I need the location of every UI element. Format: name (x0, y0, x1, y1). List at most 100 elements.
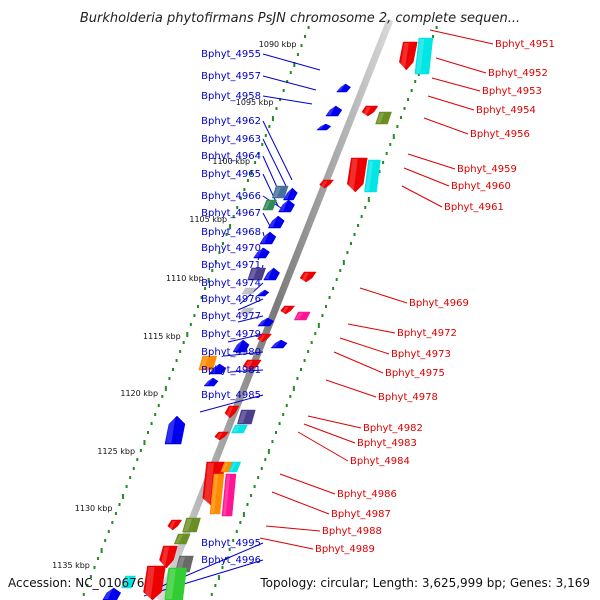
gene-feature-shade (229, 463, 236, 471)
gene-label-left: Bphyt_4980 (201, 347, 261, 358)
gene-label-left: Bphyt_4963 (201, 134, 261, 145)
tick-dot (228, 548, 231, 551)
gene-feature (182, 517, 201, 533)
tick-dot (399, 116, 402, 119)
gene-feature-shade (301, 273, 309, 281)
tick-dot (435, 26, 438, 29)
tick-dot (342, 260, 345, 265)
gene-feature (361, 105, 379, 117)
tick-label: 1135 kbp (52, 561, 90, 570)
gene-feature-shade (175, 535, 183, 543)
tick-dot (122, 494, 125, 499)
leader-line (429, 29, 494, 45)
gene-feature (143, 565, 166, 600)
tick-dot (264, 458, 267, 461)
leader-line (431, 77, 481, 92)
gene-feature-shade (264, 269, 273, 279)
tick-label: 1095 kbp (236, 98, 274, 107)
tick-dot (296, 53, 299, 56)
gene-feature (159, 545, 178, 569)
tick-dot (261, 143, 264, 146)
gene-label-right: Bphyt_4989 (315, 544, 375, 555)
tick-dot (307, 350, 310, 353)
leader-line (403, 167, 450, 187)
leader-line (262, 95, 313, 105)
leader-line (237, 298, 264, 311)
gene-feature (267, 215, 285, 229)
gene-feature (299, 271, 317, 283)
gene-feature (259, 231, 277, 245)
map-title: Burkholderia phytofirmans PsJN chromosom… (80, 11, 520, 26)
tick-dot (367, 197, 370, 202)
gene-feature-shade (103, 589, 113, 599)
gene-label-right: Bphyt_4988 (322, 526, 382, 537)
gene-feature-shade (199, 357, 209, 369)
tick-dot (349, 242, 352, 245)
gene-feature (102, 587, 122, 600)
gene-label-left: Bphyt_4964 (201, 151, 261, 162)
gene-feature-shade (183, 519, 193, 531)
tick-dot (257, 476, 260, 479)
gene-feature (347, 157, 368, 193)
tick-dot (289, 71, 292, 74)
tick-dot (382, 161, 385, 164)
gene-label-left: Bphyt_4985 (201, 390, 261, 401)
tick-dot (282, 89, 285, 92)
gene-feature (228, 461, 242, 473)
gene-feature-shade (415, 39, 425, 73)
tick-dot (360, 215, 363, 218)
gene-label-right: Bphyt_4953 (482, 86, 542, 97)
tick-dot (132, 467, 135, 470)
leader-line (262, 212, 271, 227)
tick-labels: 1090 kbp 1095 kbp 1100 kbp 1105 kbp 1110 kbp… (52, 40, 296, 570)
tick-dot (285, 404, 288, 407)
gene-feature-shade (258, 319, 267, 325)
tick-label: 1130 kbp (75, 504, 113, 513)
gene-feature-shade (203, 463, 214, 505)
gene-feature (319, 179, 335, 189)
tick-dot (410, 89, 413, 92)
gene-label-left: Bphyt_4967 (201, 208, 261, 219)
leader-line (297, 431, 349, 462)
gene-feature (203, 377, 219, 387)
tick-dot (225, 233, 228, 236)
tick-dot (279, 98, 282, 101)
leader-line (339, 337, 390, 355)
tick-dot (104, 539, 107, 542)
tick-dot (161, 395, 164, 398)
tick-dot (242, 512, 245, 517)
leader-line (347, 323, 396, 334)
tick-dot (217, 575, 220, 580)
tick-dot (125, 485, 128, 488)
gene-feature (164, 415, 186, 445)
tick-dot (303, 359, 306, 362)
tick-dot (179, 350, 182, 353)
tick-dot (321, 314, 324, 317)
tick-dot (236, 206, 239, 209)
gene-features (102, 37, 434, 600)
tick-dot (147, 431, 150, 434)
tick-dot (257, 152, 260, 155)
tick-dot (89, 575, 92, 578)
gene-feature-shade (160, 547, 170, 567)
leader-line (325, 379, 377, 398)
leader-line (303, 423, 356, 444)
gene-label-left: Bphyt_4966 (201, 191, 261, 202)
tick-dot (207, 278, 210, 283)
gene-feature-shade (205, 379, 213, 385)
tick-dot (107, 530, 110, 533)
tick-dot (282, 413, 285, 416)
tick-dot (260, 467, 263, 470)
gene-feature (237, 409, 256, 425)
tick-dot (293, 62, 296, 67)
gene-label-right: Bphyt_4984 (350, 456, 410, 467)
tick-dot (100, 548, 103, 553)
tick-dot (304, 35, 307, 38)
tick-dot (246, 503, 249, 506)
leader-line (435, 57, 487, 74)
gene-feature-shade (295, 313, 304, 319)
gene-feature (271, 185, 289, 199)
gene-feature (257, 317, 275, 327)
gene-feature-shade (221, 463, 228, 471)
tick-dot (186, 332, 189, 337)
